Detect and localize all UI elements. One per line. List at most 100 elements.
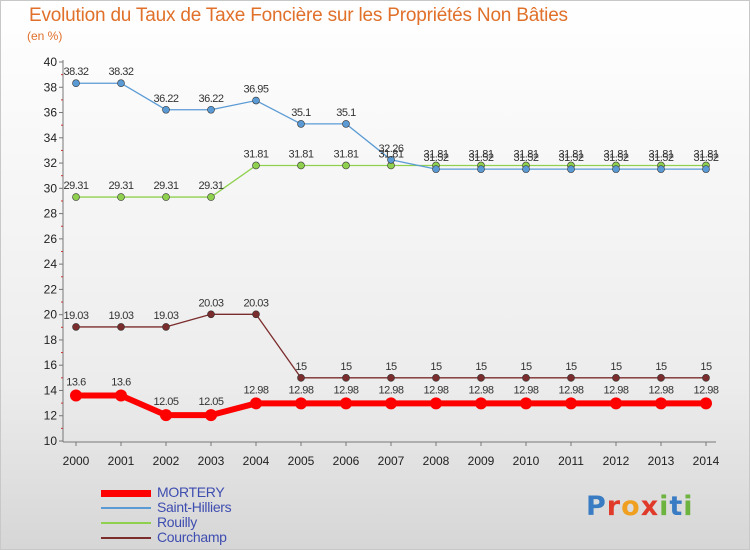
data-label: 12.98 [558,384,583,396]
x-tick-label: 2003 [198,454,225,468]
data-label: 12.98 [378,384,403,396]
series-saint-hilliers [72,79,710,173]
data-point [297,161,305,170]
data-point [205,409,217,422]
y-tick-label: 26 [44,232,58,246]
x-tick-label: 2012 [603,454,630,468]
data-point [567,374,575,382]
data-point [657,374,665,382]
chart-subtitle: (en %) [27,29,63,43]
chart-axes: 10 12 14 16 18 20 22 24 26 28 30 32 34 36 38 40 2000 2001… [44,55,720,468]
data-label: 19.03 [108,310,133,322]
data-label: 31.81 [288,148,313,160]
data-point [520,397,532,410]
legend-swatch [101,507,151,509]
y-tick-label: 30 [44,181,58,195]
data-point [207,193,215,201]
proxiti-logo: Proxiti [586,491,694,522]
chart-title: Evolution du Taux de Taxe Foncière sur l… [29,5,568,26]
y-tick-label: 22 [44,282,58,296]
legend-swatch [101,489,151,497]
data-label: 32.26 [378,143,403,155]
data-point [565,397,577,410]
data-point [250,397,262,410]
data-point [297,120,305,128]
data-point [72,193,80,201]
data-label: 38.32 [108,66,133,78]
data-point [610,397,622,410]
data-label: 12.98 [288,384,313,396]
data-label: 13.6 [111,377,131,389]
x-tick-label: 2011 [558,454,584,468]
data-label: 36.22 [153,93,178,105]
x-tick-label: 2002 [153,454,180,468]
data-label: 12.98 [603,384,628,396]
data-point [702,165,710,173]
data-label: 12.05 [198,396,223,408]
data-label: 12.05 [153,396,178,408]
data-point [117,323,125,331]
data-label: 15 [655,361,667,373]
data-label: 15 [385,361,397,373]
data-point [252,310,260,319]
data-label: 20.03 [198,297,223,309]
data-label: 31.81 [693,148,718,160]
legend-label: Rouilly [157,514,197,530]
data-labels-layer: 19.03 19.03 19.03 20.03 20.03 15 15 15 15 15 15 15 1… [63,66,719,408]
data-label: 31.81 [423,148,448,160]
data-label: 31.81 [513,148,538,160]
data-point [477,165,485,173]
y-tick-label: 24 [44,257,58,271]
x-tick-label: 2005 [288,454,315,468]
data-label: 31.52 [603,152,628,164]
data-label: 15 [430,361,442,373]
data-point [72,79,80,88]
data-point [342,374,350,382]
data-label: 15 [475,361,487,373]
data-point [70,389,82,402]
data-label: 31.52 [648,152,673,164]
x-tick-label: 2009 [468,454,495,468]
data-point [162,193,170,201]
data-label: 12.98 [468,384,493,396]
data-point [340,397,352,410]
data-label: 29.31 [108,180,133,192]
series-layer [70,79,712,422]
data-point [385,397,397,410]
data-label: 12.98 [243,384,268,396]
data-label: 31.81 [468,148,493,160]
data-point [342,161,350,170]
data-label: 31.81 [648,148,673,160]
data-label: 12.98 [333,384,358,396]
y-tick-label: 16 [44,358,58,372]
y-tick-label: 20 [44,308,58,322]
data-point [387,155,395,164]
data-point [297,374,305,382]
data-point [612,165,620,173]
data-label: 12.98 [513,384,538,396]
data-point [295,397,307,410]
y-tick-label: 14 [44,383,58,397]
data-point [342,120,350,128]
data-label: 15 [520,361,532,373]
data-point [522,374,530,382]
data-point [702,374,710,382]
legend-label: Courchamp [157,529,227,545]
y-tick-label: 32 [44,156,58,170]
y-tick-label: 36 [44,106,58,120]
data-point [252,96,260,105]
data-point [207,310,215,319]
data-label: 15 [340,361,352,373]
data-label: 19.03 [153,310,178,322]
data-point [655,397,667,410]
data-label: 12.98 [423,384,448,396]
data-label: 13.6 [66,377,86,389]
data-label: 31.52 [468,152,493,164]
data-label: 31.52 [513,152,538,164]
data-label: 35.1 [291,107,311,119]
data-point [387,374,395,382]
legend-label: Saint-Hilliers [157,499,232,515]
data-point [72,323,80,331]
